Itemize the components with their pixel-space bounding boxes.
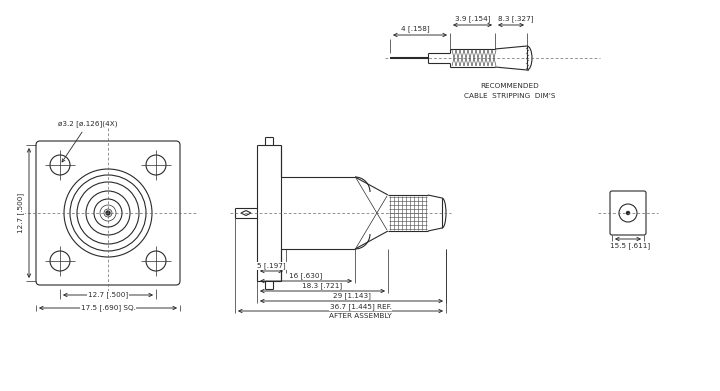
Text: ø3.2 [ø.126](4X): ø3.2 [ø.126](4X) <box>58 120 117 162</box>
Text: 8.3 [.327]: 8.3 [.327] <box>498 16 534 22</box>
Text: 17.5 [.690] SQ.: 17.5 [.690] SQ. <box>81 305 135 311</box>
FancyBboxPatch shape <box>36 141 180 285</box>
Text: RECOMMENDED: RECOMMENDED <box>481 83 539 89</box>
Text: 36.7 [1.445] REF.: 36.7 [1.445] REF. <box>330 304 392 310</box>
Text: 4 [.158]: 4 [.158] <box>401 26 429 32</box>
Text: 12.7 [.500]: 12.7 [.500] <box>17 193 24 233</box>
FancyBboxPatch shape <box>610 191 646 235</box>
Text: 3.9 [.154]: 3.9 [.154] <box>455 16 490 22</box>
Text: 29 [1.143]: 29 [1.143] <box>333 292 370 300</box>
Circle shape <box>626 212 629 215</box>
Text: 12.7 [.500]: 12.7 [.500] <box>88 292 128 298</box>
Text: 16 [.630]: 16 [.630] <box>289 273 323 280</box>
Text: AFTER ASSEMBLY: AFTER ASSEMBLY <box>329 313 392 319</box>
Text: CABLE  STRIPPING  DIM'S: CABLE STRIPPING DIM'S <box>464 93 556 99</box>
Circle shape <box>106 211 110 215</box>
Text: 15.5 [.611]: 15.5 [.611] <box>610 243 650 249</box>
Text: 5 [.197]: 5 [.197] <box>257 263 286 269</box>
Text: 18.3 [.721]: 18.3 [.721] <box>302 283 343 289</box>
